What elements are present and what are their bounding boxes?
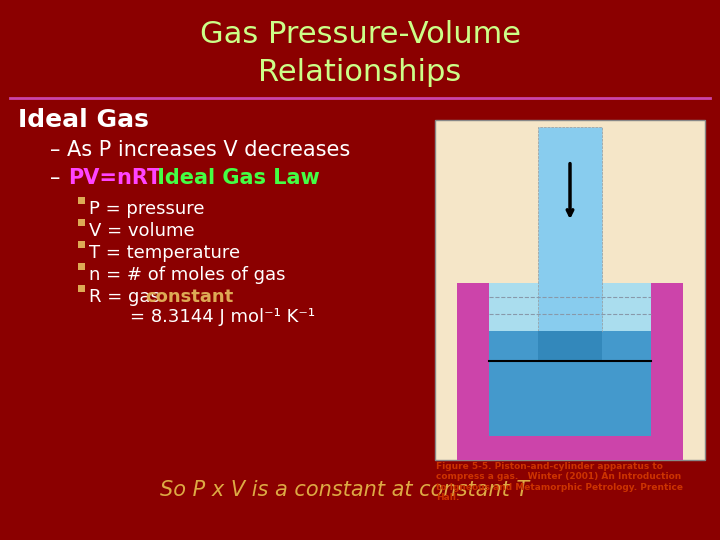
Bar (78, 241, 85, 248)
Text: Relationships: Relationships (258, 58, 462, 87)
Bar (489, 361, 651, 436)
Bar (456, 283, 489, 460)
Bar (651, 283, 683, 460)
Text: = 8.3144 J mol⁻¹ K⁻¹: = 8.3144 J mol⁻¹ K⁻¹ (130, 308, 315, 326)
Bar (538, 127, 603, 331)
Text: – As P increases V decreases: – As P increases V decreases (50, 140, 350, 160)
Text: R = gas: R = gas (89, 288, 166, 306)
Bar (78, 197, 85, 204)
Text: –: – (50, 168, 67, 188)
Bar (456, 436, 683, 460)
Text: n = # of moles of gas: n = # of moles of gas (89, 266, 286, 284)
Text: V = volume: V = volume (89, 222, 194, 240)
Text: T = temperature: T = temperature (89, 244, 240, 262)
Text: Gas Pressure-Volume: Gas Pressure-Volume (199, 20, 521, 49)
Bar (489, 331, 651, 361)
Bar (78, 263, 85, 270)
Text: P = pressure: P = pressure (89, 200, 204, 218)
Bar (489, 283, 651, 436)
Text: Ideal Gas: Ideal Gas (18, 108, 149, 132)
Bar (489, 283, 651, 331)
Text: PV=nRT: PV=nRT (68, 168, 161, 188)
Bar (78, 219, 85, 226)
Bar (435, 120, 705, 460)
Text: Ideal Gas Law: Ideal Gas Law (150, 168, 320, 188)
Bar (78, 285, 85, 292)
Text: Figure 5-5. Piston-and-cylinder apparatus to
compress a gas.   Winter (2001) An : Figure 5-5. Piston-and-cylinder apparatu… (436, 462, 683, 502)
Text: So P x V is a constant at constant T: So P x V is a constant at constant T (160, 480, 529, 500)
Bar (538, 331, 603, 361)
Text: constant: constant (145, 288, 233, 306)
